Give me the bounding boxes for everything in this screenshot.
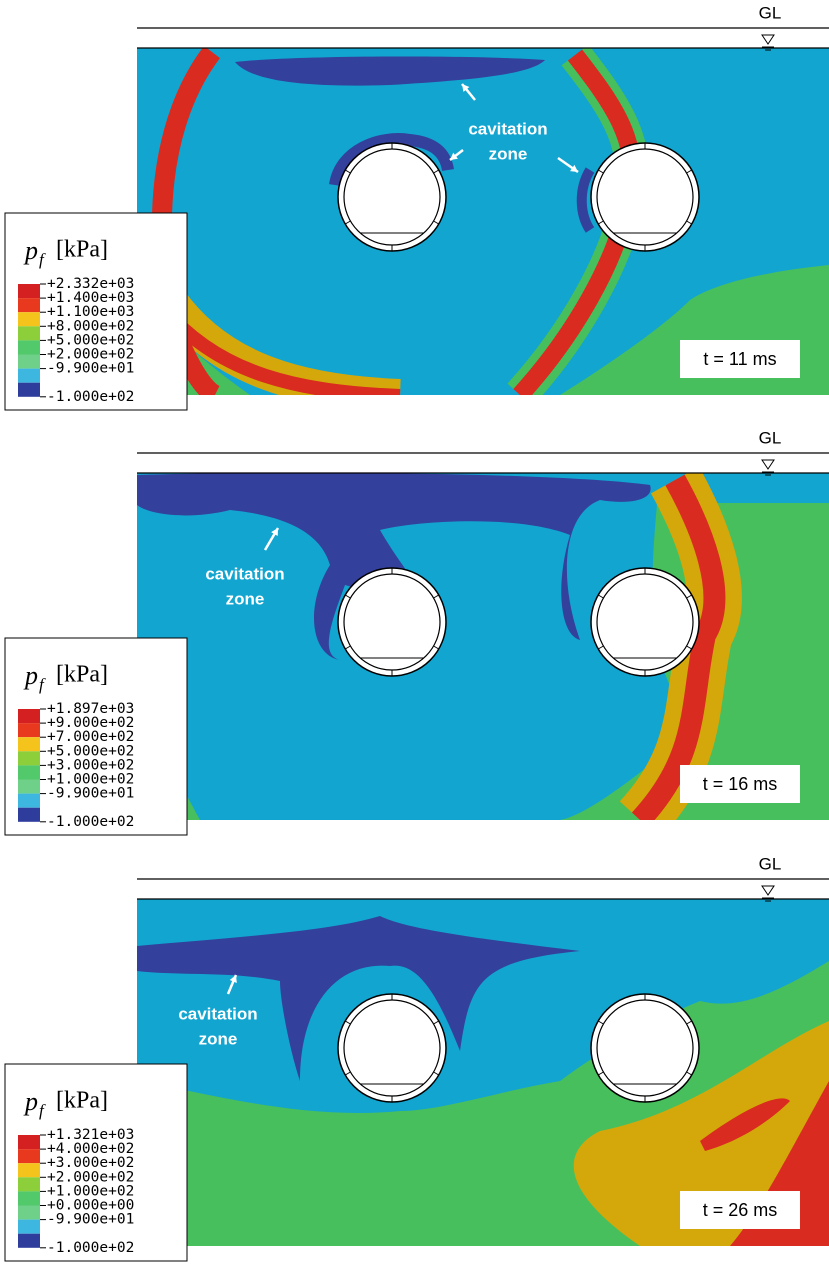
legend-label: -1.000e+02 <box>47 814 134 830</box>
annotation: zone <box>199 1029 238 1048</box>
ground-label: GL <box>759 854 782 873</box>
legend-swatch <box>18 1149 40 1163</box>
legend-label: -1.000e+02 <box>47 1240 134 1256</box>
legend-label: -9.900e+01 <box>47 361 134 377</box>
ground-label: GL <box>759 428 782 447</box>
tunnel-inner <box>344 1000 440 1096</box>
legend-unit: [kPa] <box>56 1088 108 1114</box>
legend-swatch <box>18 326 40 340</box>
legend-swatch <box>18 1135 40 1149</box>
annotation: zone <box>489 144 528 163</box>
legend-swatch <box>18 751 40 765</box>
tunnel-inner <box>597 1000 693 1096</box>
legend-swatch <box>18 383 40 397</box>
water-table <box>762 35 774 44</box>
legend-swatch <box>18 794 40 808</box>
annotation: cavitation <box>178 1004 257 1023</box>
legend-swatch <box>18 1206 40 1220</box>
legend-swatch <box>18 1234 40 1248</box>
tunnel-inner <box>344 149 440 245</box>
annotation: cavitation <box>205 564 284 583</box>
legend-swatch <box>18 780 40 794</box>
figure: GLcavitationzonet = 11 mspf[kPa]+2.332e+… <box>0 0 829 1264</box>
legend-label: -9.900e+01 <box>47 786 134 802</box>
legend-swatch <box>18 765 40 779</box>
annotation: zone <box>226 589 265 608</box>
legend-label: -9.900e+01 <box>47 1212 134 1228</box>
water-table <box>762 886 774 895</box>
tunnel-inner <box>597 574 693 670</box>
legend-symbol: p <box>23 1087 38 1116</box>
legend-swatch <box>18 312 40 326</box>
water-table <box>762 460 774 469</box>
legend-symbol: p <box>23 236 38 265</box>
legend-label: -1.000e+02 <box>47 389 134 405</box>
legend-swatch <box>18 808 40 822</box>
legend-swatch <box>18 369 40 383</box>
legend-swatch <box>18 723 40 737</box>
legend-swatch <box>18 355 40 369</box>
legend-swatch <box>18 340 40 354</box>
legend-swatch <box>18 1220 40 1234</box>
legend-swatch <box>18 284 40 298</box>
legend-swatch <box>18 1163 40 1177</box>
legend-swatch <box>18 1191 40 1205</box>
legend-unit: [kPa] <box>56 237 108 263</box>
time-label: t = 26 ms <box>703 1200 778 1220</box>
tunnel-inner <box>344 574 440 670</box>
legend-swatch <box>18 737 40 751</box>
legend-symbol: p <box>23 661 38 690</box>
legend-unit: [kPa] <box>56 662 108 688</box>
time-label: t = 11 ms <box>703 349 776 369</box>
legend-swatch <box>18 709 40 723</box>
annotation: cavitation <box>468 119 547 138</box>
legend-swatch <box>18 1177 40 1191</box>
tunnel-inner <box>597 149 693 245</box>
ground-label: GL <box>759 3 782 22</box>
legend-swatch <box>18 298 40 312</box>
time-label: t = 16 ms <box>703 774 778 794</box>
